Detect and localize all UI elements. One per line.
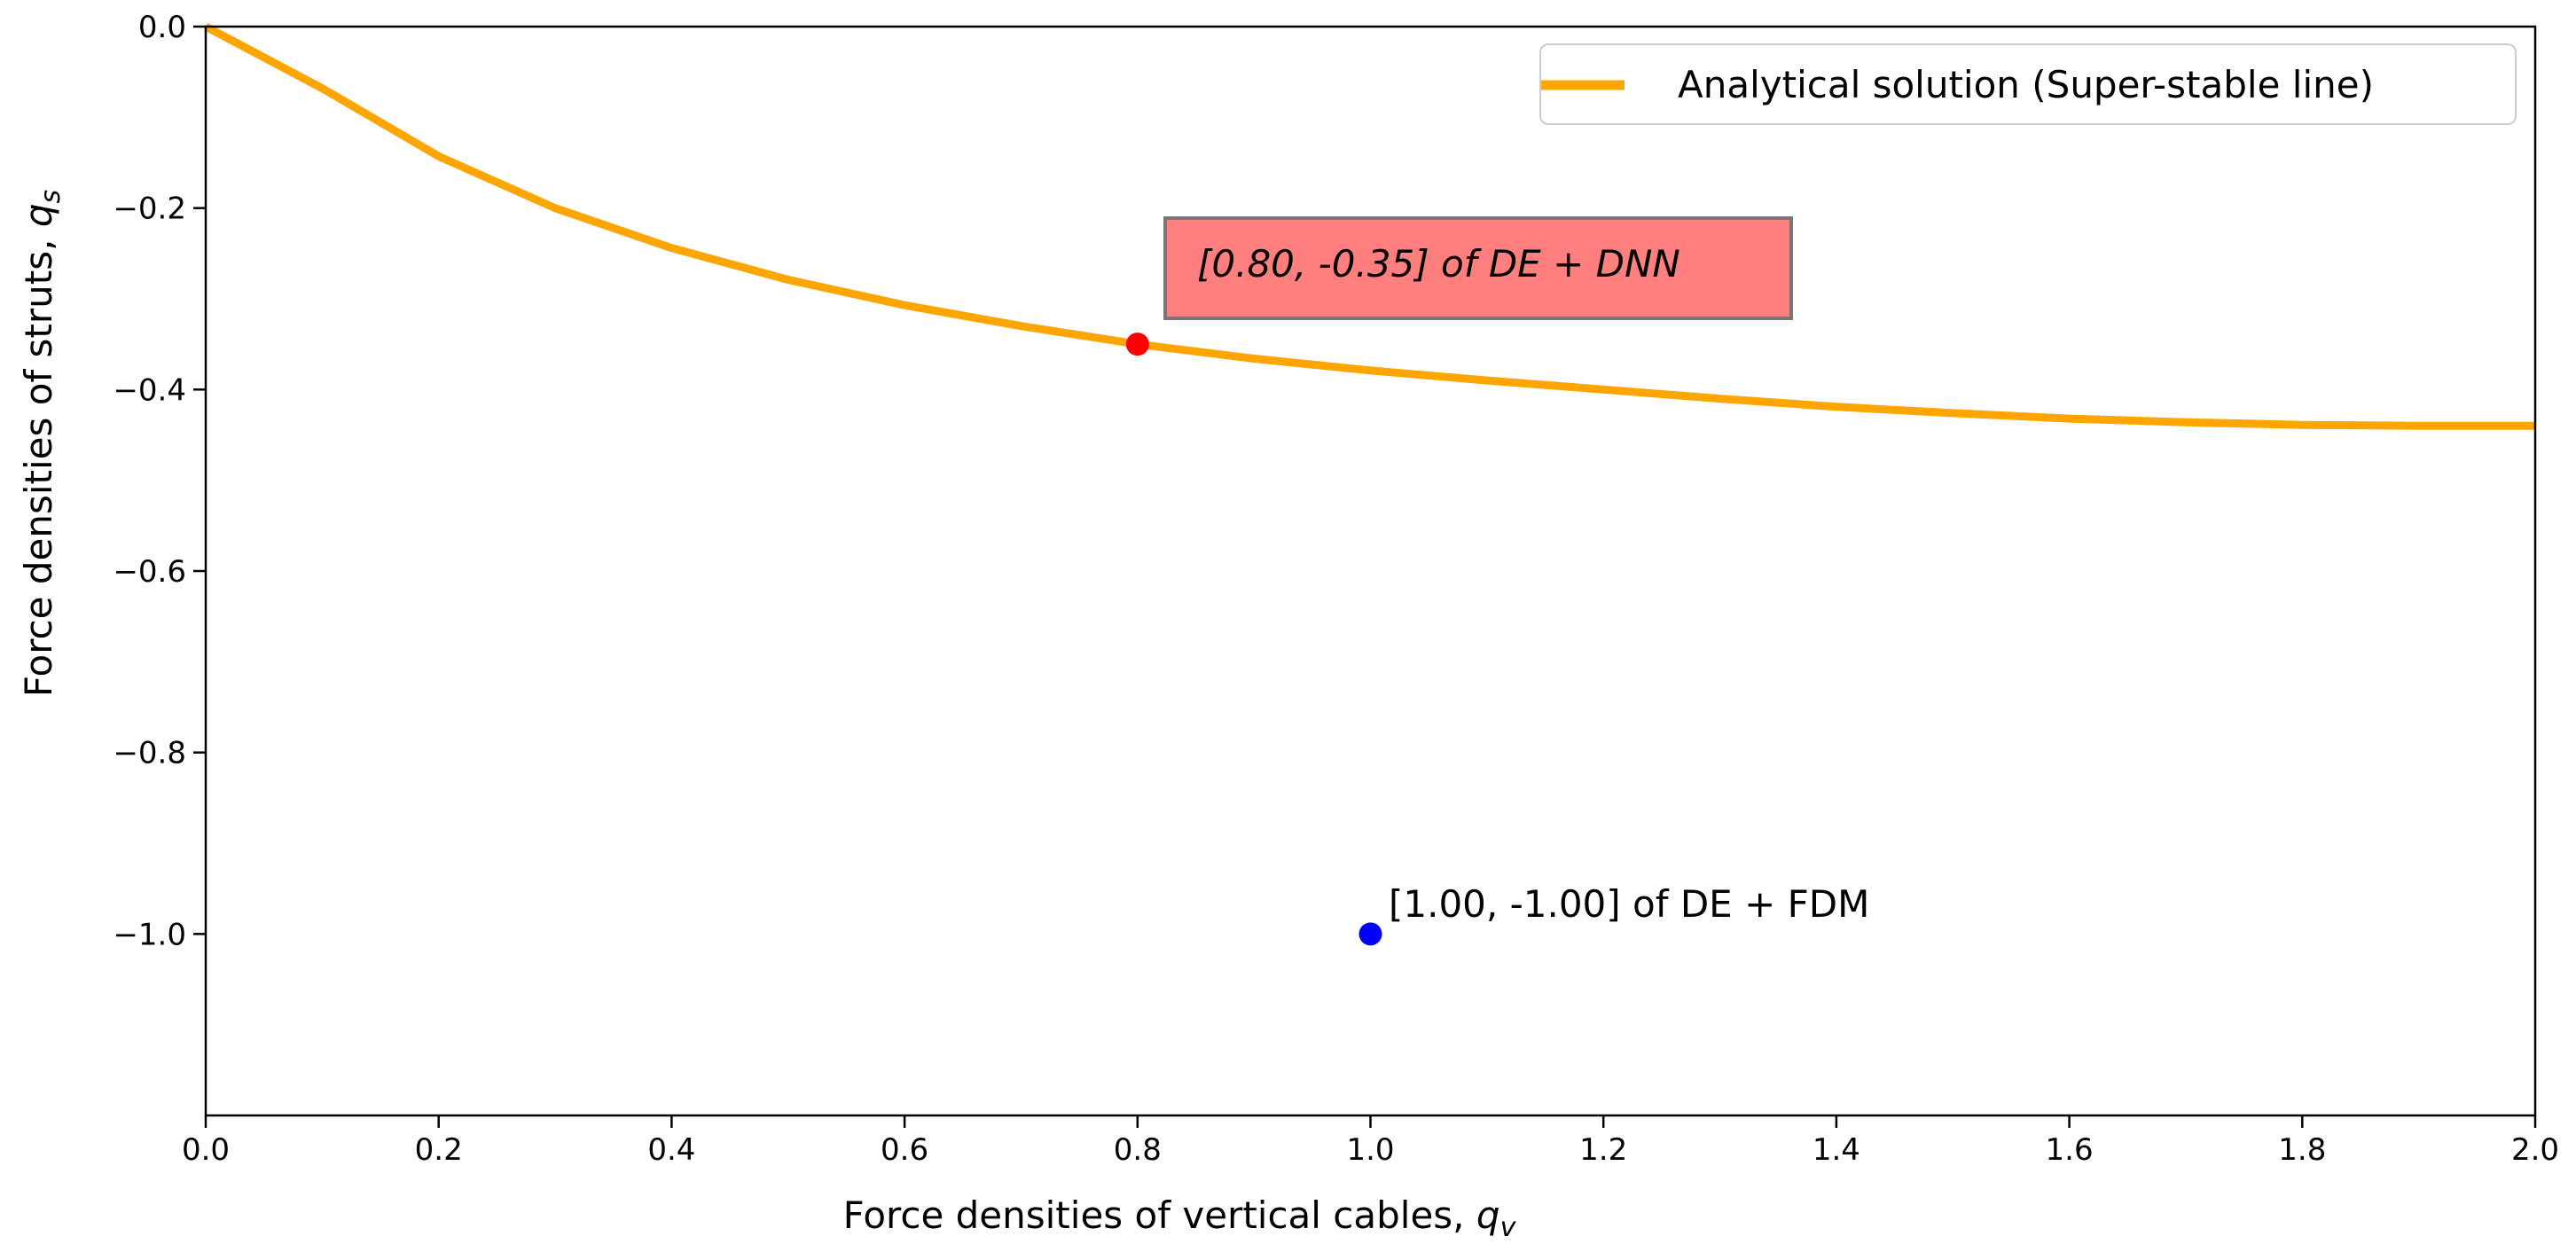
series-layer (203, 23, 2535, 430)
x-axis-label-subscript: v (1500, 1212, 1517, 1243)
y-tick-label: −0.8 (113, 736, 186, 771)
x-axis-label-symbol: q (1476, 1193, 1500, 1237)
x-tick-label: 0.6 (881, 1132, 928, 1168)
x-tick-label: 1.8 (2278, 1132, 2326, 1168)
annotation-box (1163, 216, 1793, 320)
y-tick-label: −0.6 (113, 554, 186, 590)
y-tick-label: −0.4 (113, 372, 186, 408)
x-tick-label: 1.6 (2046, 1132, 2094, 1168)
series-line (203, 23, 2535, 430)
x-tick-label: 0.2 (415, 1132, 463, 1168)
x-tick-label: 0.8 (1114, 1132, 1162, 1168)
y-axis-label-text: Force densities of struts, (17, 227, 60, 697)
y-tick-label: 0.0 (138, 10, 186, 45)
x-tick-label: 0.4 (647, 1132, 695, 1168)
y-tick-label: −1.0 (113, 917, 186, 952)
x-tick-label: 2.0 (2511, 1132, 2559, 1168)
annotation-dnn: [0.80, -0.35] of DE + DNN (1163, 216, 1793, 320)
x-axis-label-text: Force densities of vertical cables, (843, 1193, 1476, 1237)
x-tick-label: 0.0 (182, 1132, 230, 1168)
legend-box (1539, 43, 2517, 125)
y-axis-ticks: 0.0 −0.2 −0.4 −0.6 −0.8 −1.0 (113, 10, 206, 952)
x-tick-label: 1.4 (1813, 1132, 1860, 1168)
annotation-dnn-label: [0.80, -0.35] of DE + DNN (1197, 242, 1680, 286)
legend-label: Analytical solution (Super-stable line) (1678, 63, 2374, 106)
points-layer (1125, 333, 1382, 946)
x-tick-label: 1.2 (1579, 1132, 1627, 1168)
annotation-fdm: [1.00, -1.00] of DE + FDM (1389, 882, 1869, 926)
annotation-fdm-label: [1.00, -1.00] of DE + FDM (1389, 882, 1869, 926)
legend: Analytical solution (Super-stable line) (1539, 43, 2517, 125)
y-tick-label: −0.2 (113, 192, 186, 227)
plot-frame (204, 25, 2537, 1117)
y-axis-label-subscript: s (35, 190, 67, 204)
y-axis-label: Force densities of struts, qs (17, 190, 67, 697)
x-axis-ticks: 0.0 0.2 0.4 0.6 0.8 1.0 1.2 1.4 1.6 1.8 2.0 (182, 1115, 2559, 1168)
x-axis-label: Force densities of vertical cables, qv (843, 1193, 1517, 1243)
data-point (1358, 922, 1382, 946)
data-point (1125, 333, 1149, 356)
y-axis-label-symbol: q (17, 203, 60, 227)
x-tick-label: 1.0 (1346, 1132, 1394, 1168)
